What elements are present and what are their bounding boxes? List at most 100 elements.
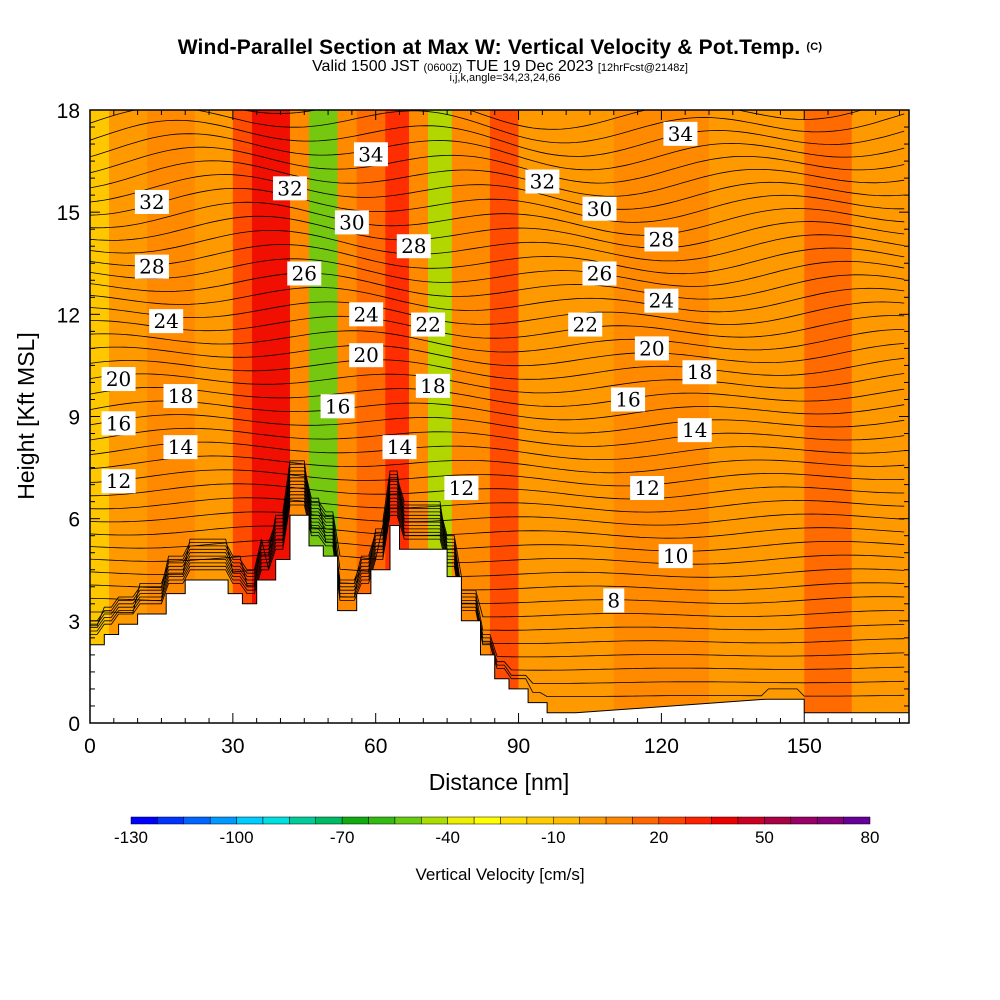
theta-label-text: 18 (420, 374, 445, 398)
theta-contour-line (90, 469, 905, 487)
theta-label-bg (658, 544, 693, 569)
y-axis-title: Height [Kft MSL] (13, 332, 39, 499)
theta-contour-line (90, 315, 905, 339)
theta-label-bg (163, 384, 198, 409)
theta-label: 18 (163, 384, 198, 409)
theta-contour-line (90, 483, 905, 500)
theta-contour-line (90, 504, 905, 697)
theta-label-bg (568, 312, 603, 337)
colorbar-swatch (394, 816, 422, 825)
theta-label-text: 24 (153, 309, 178, 333)
theta-label-text: 34 (358, 142, 383, 166)
y-tick-label: 12 (57, 304, 80, 327)
theta-label-bg (149, 309, 184, 334)
theta-contour-line (90, 501, 905, 684)
colorbar-tick-label: -70 (330, 828, 355, 847)
theta-label-bg (644, 288, 679, 313)
colorbar-swatch (816, 816, 844, 825)
theta-label-bg (411, 312, 446, 337)
colorbar-swatch (157, 816, 185, 825)
theta-label-text: 32 (530, 170, 555, 194)
velocity-band (709, 110, 805, 723)
theta-label-bg (415, 373, 450, 398)
colorbar-swatch (553, 816, 580, 825)
theta-label-bg (353, 142, 388, 167)
theta-label: 20 (349, 343, 384, 368)
theta-contour-line (90, 146, 905, 184)
x-tick-label: 90 (507, 735, 530, 758)
theta-label-text: 28 (649, 227, 674, 251)
x-tick-label: 120 (644, 735, 679, 758)
theta-contour-line (90, 215, 905, 249)
copyright-mark: (C) (806, 41, 823, 53)
theta-contour-line (90, 110, 905, 144)
theta-label-text: 20 (639, 336, 664, 360)
terrain-mask (90, 514, 909, 723)
theta-label-text: 12 (634, 476, 659, 500)
colorbar-swatch (579, 816, 607, 825)
theta-label: 32 (272, 176, 307, 201)
x-tick-label: 60 (364, 735, 387, 758)
theta-contour-line (90, 400, 905, 421)
theta-label-text: 18 (168, 384, 193, 408)
theta-contour-line (90, 494, 905, 658)
theta-label-bg (682, 360, 717, 385)
y-tick-label: 18 (57, 100, 80, 123)
colorbar-swatch (737, 816, 765, 825)
theta-label-bg (611, 387, 646, 412)
theta-contour-line (90, 343, 905, 367)
x-tick-label: 30 (221, 735, 244, 758)
theta-contour-line (90, 487, 905, 631)
colorbar-swatch (289, 816, 317, 825)
y-tick-label: 9 (68, 407, 80, 430)
theta-label-bg (272, 176, 307, 201)
colorbar-swatch (183, 816, 211, 825)
colorbar-swatch (711, 816, 739, 825)
theta-contour-line (90, 244, 905, 275)
colorbar-swatch (843, 816, 871, 825)
theta-contour-line (90, 272, 905, 300)
theta-label-text: 16 (325, 394, 350, 418)
x-tick-label: 150 (787, 735, 822, 758)
colorbar-swatch (315, 816, 343, 825)
theta-label-bg (101, 367, 136, 392)
chart-title-block: Wind-Parallel Section at Max W: Vertical… (0, 36, 1000, 84)
theta-label: 30 (582, 196, 617, 221)
theta-label-text: 22 (415, 313, 440, 337)
theta-label: 8 (603, 588, 625, 613)
theta-label: 34 (353, 142, 388, 167)
forecast-info: [12hrFcst@2148z] (597, 62, 688, 74)
theta-label-bg (163, 435, 198, 460)
theta-label-bg (101, 469, 136, 494)
theta-contour-line (90, 491, 905, 644)
theta-label-bg (582, 196, 617, 221)
colorbar-swatch (658, 816, 686, 825)
theta-label-text: 34 (668, 122, 693, 146)
theta-label-bg (582, 261, 617, 286)
theta-contour-line (90, 119, 905, 157)
x-tick-label: 0 (84, 735, 96, 758)
colorbar-tick-label: -130 (114, 828, 148, 847)
colorbar-swatch (685, 816, 712, 825)
colorbar-swatch (764, 816, 792, 825)
theta-contour-line (90, 230, 905, 262)
theta-label: 14 (677, 418, 712, 443)
colorbar-swatch (209, 816, 237, 825)
y-tick-label: 6 (68, 509, 80, 532)
theta-label: 26 (582, 261, 617, 286)
theta-contour-line (241, 110, 863, 130)
theta-contour-line (90, 301, 905, 325)
theta-contour-line (90, 357, 905, 380)
theta-label-bg (101, 411, 136, 436)
colorbar-swatch (500, 816, 528, 825)
theta-contour-line (90, 467, 905, 552)
valid-date: TUE 19 Dec 2023 (466, 58, 594, 75)
theta-contour-line (90, 329, 905, 353)
theta-contour-line (90, 201, 905, 236)
theta-label: 32 (134, 189, 169, 214)
chart-title: Wind-Parallel Section at Max W: Vertical… (0, 36, 1000, 60)
theta-label: 12 (444, 476, 479, 501)
theta-contour-line (90, 463, 905, 539)
theta-label: 14 (382, 435, 417, 460)
colorbar-swatch (341, 816, 369, 825)
